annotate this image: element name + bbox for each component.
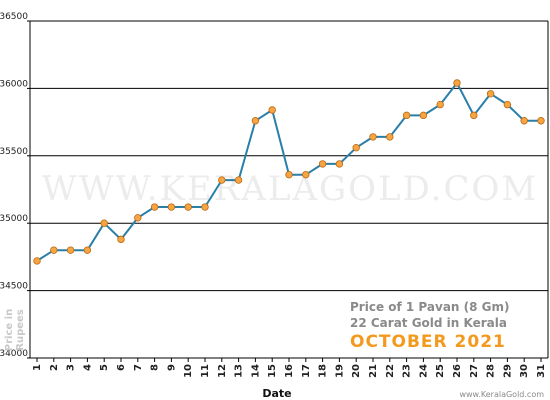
x-tick-label: 2 <box>49 364 60 371</box>
x-tick-label: 11 <box>200 364 211 378</box>
x-tick-label: 13 <box>234 364 245 378</box>
data-point <box>83 246 92 254</box>
data-point <box>520 117 528 125</box>
info-line-2: 22 Carat Gold in Kerala <box>350 316 507 330</box>
x-tick-label: 9 <box>166 364 177 371</box>
x-tick-label: 20 <box>351 364 362 378</box>
data-point <box>302 170 310 179</box>
y-axis-title: Price inRupees <box>4 309 26 351</box>
x-tick-label: 31 <box>536 364 547 378</box>
y-tick-label: 36500 <box>0 12 28 22</box>
x-tick-label: 22 <box>385 364 396 378</box>
data-point <box>134 214 142 222</box>
y-tick-label: 34500 <box>0 282 28 292</box>
data-point <box>386 133 394 141</box>
y-tick-label: 34000 <box>0 349 28 359</box>
data-point <box>184 203 192 211</box>
x-tick-label: 3 <box>66 364 77 371</box>
y-tick-label: 36000 <box>0 79 28 89</box>
data-point <box>318 160 327 168</box>
x-tick-label: 29 <box>502 364 513 378</box>
data-point <box>50 246 58 254</box>
data-point <box>369 133 377 141</box>
y-tick-label: 35000 <box>0 214 28 224</box>
series-layer <box>33 79 545 265</box>
data-point <box>453 79 461 87</box>
data-point <box>66 246 75 254</box>
data-point <box>470 111 478 120</box>
data-point <box>285 170 293 179</box>
data-point <box>100 219 108 227</box>
x-tick-label: 21 <box>368 364 379 378</box>
data-point <box>201 203 209 211</box>
x-tick-label: 16 <box>284 364 295 378</box>
data-point <box>117 235 125 244</box>
info-box: Price of 1 Pavan (8 Gm) 22 Carat Gold in… <box>350 300 510 352</box>
info-line-1: Price of 1 Pavan (8 Gm) <box>350 300 510 314</box>
y-tick-label: 35500 <box>0 147 28 157</box>
x-tick-label: 17 <box>301 364 312 378</box>
data-point <box>486 90 495 98</box>
x-tick-label: 4 <box>82 364 93 371</box>
x-tick-label: 19 <box>334 364 345 378</box>
data-point <box>402 111 411 120</box>
x-tick-labels: 1 2 3 4 5 6 7 8 9 10 11 12 13 14 15 16 17 18 19 20 21 22 23 24 2… <box>32 358 547 378</box>
data-point <box>537 117 545 125</box>
x-tick-label: 26 <box>452 364 463 378</box>
x-tick-label: 6 <box>116 364 127 371</box>
data-point <box>218 176 226 184</box>
x-tick-label: 15 <box>267 364 278 378</box>
data-point <box>234 176 243 184</box>
y-tick-labels: 34000 34500 35000 35500 36000 36500 <box>0 12 28 359</box>
data-point <box>436 100 444 109</box>
x-tick-label: 24 <box>418 364 429 378</box>
x-tick-label: 27 <box>469 364 480 378</box>
info-line-3: OCTOBER 2021 <box>350 332 506 352</box>
data-point <box>268 106 276 114</box>
data-point <box>419 111 428 120</box>
x-tick-label: 18 <box>318 364 329 378</box>
data-point <box>167 203 176 211</box>
x-tick-label: 28 <box>486 364 497 378</box>
x-tick-label: 10 <box>183 364 194 378</box>
x-tick-label: 5 <box>99 364 110 371</box>
data-point <box>251 117 260 125</box>
x-tick-label: 23 <box>402 364 413 378</box>
x-tick-label: 14 <box>250 364 261 378</box>
data-point <box>150 203 159 211</box>
credit-text: www.KeralaGold.com <box>459 390 544 399</box>
x-tick-label: 25 <box>435 364 446 378</box>
x-axis-title: Date <box>262 387 291 400</box>
x-tick-label: 7 <box>133 364 144 371</box>
x-tick-label: 8 <box>150 364 161 371</box>
data-point <box>352 144 360 152</box>
x-tick-label: 12 <box>217 364 228 378</box>
data-point <box>503 100 512 109</box>
data-point <box>33 257 41 265</box>
data-point <box>335 160 344 168</box>
x-tick-label: 1 <box>32 364 43 371</box>
x-tick-label: 30 <box>519 364 530 378</box>
